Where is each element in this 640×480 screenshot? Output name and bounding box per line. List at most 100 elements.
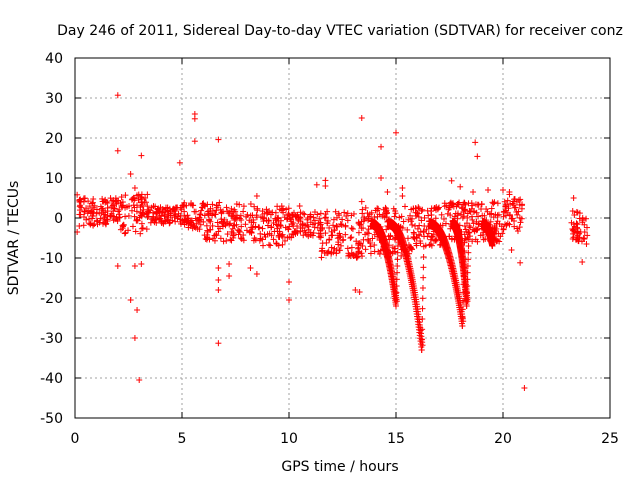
trace-point	[431, 237, 438, 244]
trace-point	[570, 234, 577, 241]
trace-point	[442, 220, 449, 227]
trace-point	[212, 211, 219, 218]
trace-point	[286, 233, 293, 240]
trace-point	[515, 197, 522, 204]
trace-point	[303, 231, 310, 238]
y-axis-label: SDTVAR / TECUs	[6, 181, 22, 296]
trace-point	[247, 201, 254, 208]
trace-point	[138, 225, 145, 232]
trace-point	[90, 204, 97, 211]
dip-point	[464, 289, 471, 296]
trace-point	[454, 210, 461, 217]
trace-point	[506, 212, 513, 219]
trace-point	[418, 207, 425, 214]
dip-point	[460, 318, 467, 325]
trace-point	[333, 246, 340, 253]
outlier-point	[226, 273, 233, 279]
trace-point	[417, 228, 424, 235]
trace-point	[412, 209, 419, 216]
y-tick-label: 0	[54, 211, 63, 227]
trace-point	[305, 223, 312, 230]
trace-point	[93, 210, 100, 217]
dip-point	[419, 305, 426, 312]
trace-point	[504, 220, 511, 227]
trace-point	[361, 216, 368, 223]
dip-point	[491, 223, 498, 229]
outlier-point	[470, 189, 477, 195]
outlier-point	[131, 335, 138, 341]
dip-point	[420, 274, 427, 281]
x-axis-label: GPS time / hours	[281, 459, 398, 475]
dip-point	[419, 295, 426, 302]
trace-point	[240, 232, 247, 239]
trace-point	[113, 201, 120, 208]
trace-point	[223, 237, 230, 244]
trace-point	[209, 212, 216, 219]
trace-point	[292, 213, 299, 220]
dip-point	[465, 249, 472, 256]
trace-point	[137, 204, 144, 211]
trace-point	[131, 213, 138, 220]
trace-point	[204, 201, 211, 208]
trace-point	[583, 215, 590, 222]
trace-point	[382, 204, 389, 211]
outlier-point	[352, 287, 359, 293]
trace-point	[158, 219, 165, 226]
trace-point	[240, 237, 247, 244]
trace-point	[390, 205, 397, 212]
trace-point	[576, 215, 583, 222]
trace-point	[416, 205, 423, 212]
outlier-point	[226, 261, 233, 267]
trace-point	[470, 209, 477, 216]
trace-point	[418, 217, 425, 224]
outlier-point	[570, 195, 577, 201]
trace-point	[119, 204, 126, 211]
trace-point	[344, 245, 351, 252]
trace-point	[574, 235, 581, 242]
trace-point	[94, 221, 101, 228]
trace-point	[274, 228, 281, 235]
trace-point	[297, 209, 304, 216]
trace-point	[473, 218, 480, 225]
trace-point	[227, 220, 234, 227]
trace-point	[172, 218, 179, 225]
trace-point	[153, 208, 160, 215]
trace-point	[427, 241, 434, 248]
trace-point	[404, 226, 411, 233]
trace-point	[149, 209, 156, 216]
x-tick-label: 10	[280, 431, 298, 447]
trace-point	[321, 215, 328, 222]
trace-point	[335, 210, 342, 217]
outlier-point	[286, 297, 292, 303]
trace-point	[292, 230, 299, 237]
trace-point	[385, 233, 392, 240]
outlier-point	[313, 181, 320, 188]
trace-point	[125, 227, 132, 234]
x-tick-labels: 0 5 10 15 20 25	[71, 431, 619, 447]
trace-point	[584, 232, 591, 239]
trace-point	[278, 223, 285, 230]
trace-point	[201, 212, 208, 219]
trace-point	[297, 228, 304, 235]
trace-point	[88, 208, 95, 215]
trace-point	[410, 229, 417, 236]
trace-point	[344, 217, 351, 224]
outlier-point	[506, 189, 513, 195]
trace-point	[371, 248, 378, 255]
trace-point	[117, 200, 124, 207]
trace-point	[272, 209, 279, 216]
outlier-point	[508, 247, 515, 253]
y-tick-label: -50	[40, 411, 63, 427]
trace-point	[414, 225, 421, 232]
trace-point	[426, 241, 433, 248]
dip-point	[464, 269, 471, 276]
y-tick-label: -10	[40, 251, 63, 267]
trace-point	[569, 208, 576, 215]
trace-point	[233, 212, 240, 219]
trace-point	[278, 203, 285, 210]
trace-point	[76, 203, 83, 210]
trace-point	[80, 198, 87, 205]
trace-point	[137, 230, 144, 237]
trace-point	[206, 226, 213, 233]
trace-point	[487, 218, 494, 225]
